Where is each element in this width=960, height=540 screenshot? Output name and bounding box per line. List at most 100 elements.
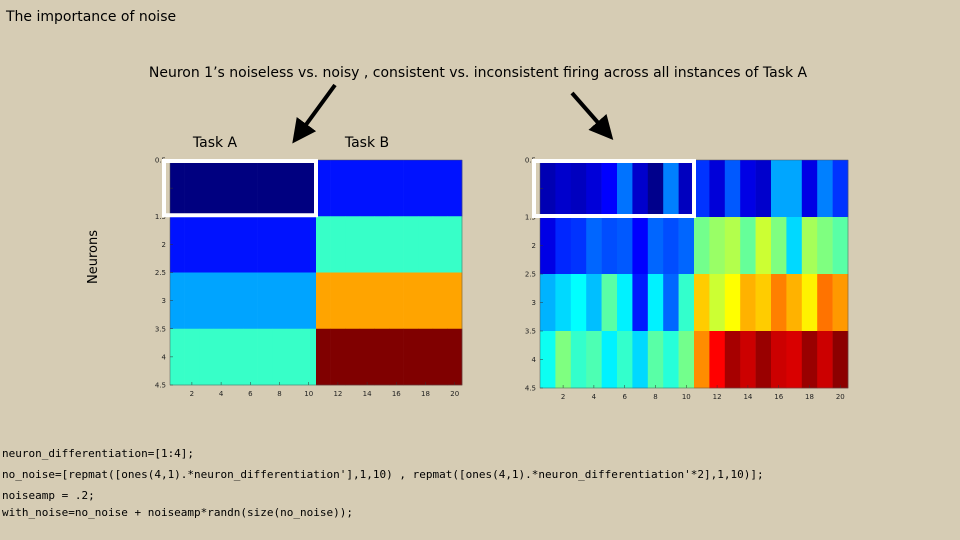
y-tick-label: 4 [162, 353, 167, 361]
highlight-box [162, 159, 318, 218]
heatmap-cell [632, 160, 649, 218]
heatmap-cell [228, 328, 244, 386]
heatmap-cell [694, 331, 710, 389]
heatmap-cell [403, 160, 419, 217]
heatmap-cell [316, 272, 331, 330]
heatmap-cell [647, 274, 664, 332]
x-tick-label: 8 [653, 393, 657, 401]
code-line: noiseamp = .2; [2, 489, 95, 502]
heatmap-cell [199, 328, 215, 386]
heatmap-cell [199, 272, 215, 330]
heatmap-cell [755, 274, 772, 332]
heatmap-cell [213, 160, 229, 217]
heatmap-cell [678, 274, 695, 332]
heatmap-cell [740, 160, 756, 218]
x-tick-label: 14 [743, 393, 752, 401]
heatmap-cell [555, 160, 572, 218]
heatmap-cell [724, 160, 741, 218]
heatmap-cell [199, 216, 215, 273]
x-tick-label: 10 [304, 390, 313, 398]
heatmap-cell [709, 160, 726, 218]
heatmap-cell [286, 160, 302, 217]
heatmap-cell [345, 272, 361, 330]
y-tick-label: 4 [532, 356, 537, 364]
x-tick-label: 10 [682, 393, 691, 401]
heatmap-cell [755, 217, 772, 275]
heatmap-cell [724, 331, 741, 389]
y-tick-label: 1.5 [525, 214, 536, 222]
x-tick-label: 14 [363, 390, 372, 398]
y-tick-label: 3 [162, 297, 166, 305]
x-tick-label: 20 [836, 393, 845, 401]
code-line: neuron_differentiation=[1:4]; [2, 447, 194, 460]
heatmap-cell [374, 328, 390, 386]
x-tick-label: 12 [333, 390, 342, 398]
heatmap-cell [832, 274, 849, 332]
heatmap-cell [601, 274, 618, 332]
heatmap-cell [432, 216, 448, 273]
heatmap-cell [432, 160, 448, 217]
heatmap-cell [709, 217, 726, 275]
heatmap-cell [755, 160, 772, 218]
heatmap-cell [832, 160, 849, 218]
heatmap-cell [786, 331, 803, 389]
highlight-box [532, 159, 696, 218]
heatmap-cell [316, 216, 331, 273]
heatmap-cell [617, 160, 633, 218]
heatmap-cell [724, 274, 741, 332]
heatmap-cell [301, 160, 317, 217]
x-tick-label: 4 [219, 390, 224, 398]
code-line: with_noise=no_noise + noiseamp*randn(siz… [2, 506, 353, 519]
heatmap-cell [170, 160, 185, 217]
heatmap-cell [170, 272, 185, 330]
heatmap-cell [257, 328, 273, 386]
heatmap-cell [257, 160, 273, 217]
heatmap-cell [432, 328, 448, 386]
heatmap-cell [359, 160, 375, 217]
heatmap-cell [330, 160, 346, 217]
heatmap-cell [771, 274, 787, 332]
x-tick-label: 18 [421, 390, 430, 398]
heatmap-cell [418, 328, 434, 386]
heatmap-cell [330, 272, 346, 330]
y-axis-label: Neurons [86, 230, 101, 284]
heatmap-cell [694, 217, 710, 275]
heatmap-cell [724, 217, 741, 275]
heatmap-cell [330, 328, 346, 386]
heatmap-cell [170, 216, 185, 273]
heatmap-cell [447, 328, 463, 386]
heatmap-cell [243, 328, 258, 386]
x-tick-label: 16 [392, 390, 401, 398]
heatmap-cell [272, 216, 288, 273]
y-tick-label: 0.5 [525, 157, 536, 165]
heatmap-cell [663, 274, 679, 332]
heatmap-cell [555, 274, 572, 332]
heatmap-cell [345, 216, 361, 273]
heatmap-cell [272, 328, 288, 386]
heatmap-cell [389, 328, 404, 386]
heatmap-cell [663, 331, 679, 389]
heatmap-cell [771, 217, 787, 275]
heatmap-cell [786, 160, 803, 218]
code-block: neuron_differentiation=[1:4]; no_noise=[r… [2, 447, 764, 519]
heatmap-cell [570, 217, 587, 275]
heatmap-cell [617, 217, 633, 275]
y-tick-label: 4.5 [155, 382, 166, 390]
y-tick-label: 2.5 [155, 269, 166, 277]
heatmap-cell [257, 216, 273, 273]
heatmap-cell [801, 217, 818, 275]
heatmap-cell [709, 274, 726, 332]
heatmap-cell [570, 274, 587, 332]
x-tick-label: 8 [277, 390, 281, 398]
heatmap-cell [617, 331, 633, 389]
heatmap-cell [286, 272, 302, 330]
heatmap-cell [586, 274, 602, 332]
y-tick-label: 1.5 [155, 213, 166, 221]
arrow [570, 91, 614, 141]
heatmap-cell [243, 216, 258, 273]
heatmap-cell [555, 217, 572, 275]
heatmap-cell [374, 216, 390, 273]
heatmap-cell [418, 216, 434, 273]
x-tick-label: 6 [248, 390, 253, 398]
